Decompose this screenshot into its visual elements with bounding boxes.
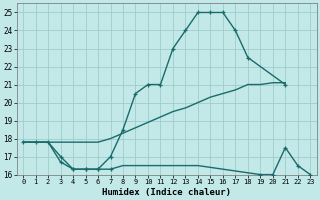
X-axis label: Humidex (Indice chaleur): Humidex (Indice chaleur) <box>102 188 231 197</box>
